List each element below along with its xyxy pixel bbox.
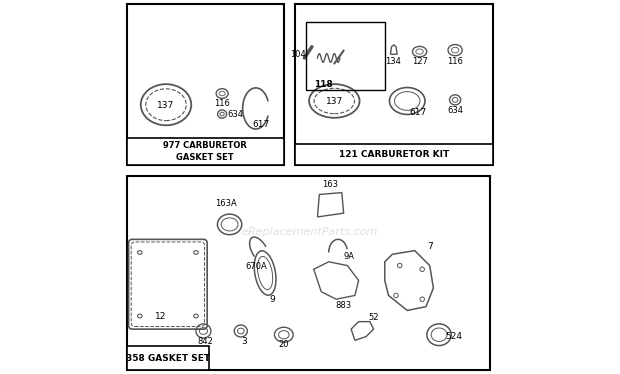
Text: 116: 116 bbox=[214, 99, 230, 108]
Text: 116: 116 bbox=[447, 57, 463, 66]
Bar bbox=[126, 4, 284, 165]
Bar bbox=[306, 22, 385, 90]
Text: 20: 20 bbox=[278, 340, 289, 349]
Text: 670A: 670A bbox=[245, 262, 267, 271]
Text: 9A: 9A bbox=[343, 252, 355, 261]
Bar bbox=[295, 4, 494, 165]
Text: 52: 52 bbox=[368, 313, 378, 322]
Text: 634: 634 bbox=[447, 106, 463, 115]
Text: 134: 134 bbox=[386, 57, 401, 66]
Text: 524: 524 bbox=[446, 332, 463, 341]
Text: 617: 617 bbox=[253, 120, 270, 129]
Text: 358 GASKET SET: 358 GASKET SET bbox=[126, 353, 210, 363]
Text: 127: 127 bbox=[412, 57, 428, 66]
Text: 163: 163 bbox=[322, 180, 339, 189]
Text: 3: 3 bbox=[242, 337, 247, 346]
Bar bbox=[126, 176, 490, 370]
Text: 121 CARBURETOR KIT: 121 CARBURETOR KIT bbox=[339, 150, 450, 159]
Text: 163A: 163A bbox=[215, 199, 237, 208]
Text: 104: 104 bbox=[290, 50, 306, 59]
Text: 118: 118 bbox=[314, 80, 332, 89]
Text: 12: 12 bbox=[155, 312, 166, 321]
Text: 634: 634 bbox=[227, 110, 243, 119]
Text: 842: 842 bbox=[197, 337, 213, 346]
Bar bbox=[295, 144, 494, 165]
Text: 977 CARBURETOR
GASKET SET: 977 CARBURETOR GASKET SET bbox=[163, 141, 247, 162]
Text: 137: 137 bbox=[157, 101, 175, 110]
Text: 137: 137 bbox=[326, 97, 343, 106]
Bar bbox=[126, 138, 284, 165]
Text: 617: 617 bbox=[410, 108, 427, 117]
Text: 9: 9 bbox=[270, 295, 275, 304]
Text: 883: 883 bbox=[335, 301, 352, 310]
Text: eReplacementParts.com: eReplacementParts.com bbox=[242, 227, 378, 237]
Text: 7: 7 bbox=[427, 242, 433, 251]
Bar bbox=[126, 346, 209, 370]
